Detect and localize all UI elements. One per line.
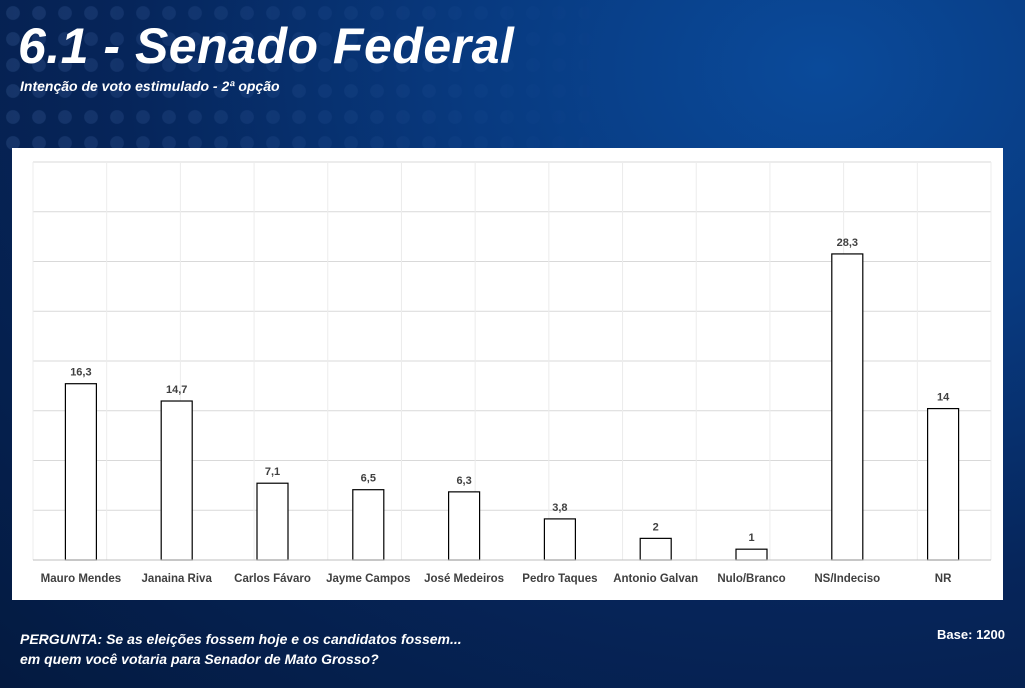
question-line-1: PERGUNTA: Se as eleições fossem hoje e o… bbox=[20, 631, 462, 647]
bar bbox=[543, 518, 577, 561]
bar bbox=[926, 407, 960, 561]
category-label: Nulo/Branco bbox=[717, 573, 785, 585]
category-label: Carlos Fávaro bbox=[234, 573, 311, 585]
bar bbox=[448, 491, 481, 561]
category-label: Janaina Riva bbox=[142, 573, 213, 585]
category-label: Jayme Campos bbox=[326, 573, 410, 585]
data-label: 3,8 bbox=[552, 502, 567, 514]
bar bbox=[352, 489, 385, 561]
data-label: 6,3 bbox=[456, 475, 471, 487]
bar bbox=[831, 253, 864, 561]
data-label: 2 bbox=[653, 521, 659, 533]
category-label: José Medeiros bbox=[424, 573, 504, 585]
data-label: 16,3 bbox=[70, 367, 91, 379]
data-label: 6,5 bbox=[361, 473, 376, 485]
base-label: Base: 1200 bbox=[937, 627, 1005, 642]
bar bbox=[160, 400, 193, 561]
category-label: Mauro Mendes bbox=[41, 573, 122, 585]
category-label: NR bbox=[935, 573, 952, 585]
question-line-2: em quem você votaria para Senador de Mat… bbox=[20, 651, 379, 667]
question-text: PERGUNTA: Se as eleições fossem hoje e o… bbox=[20, 629, 462, 669]
bar bbox=[639, 537, 672, 561]
category-label: NS/Indeciso bbox=[814, 573, 880, 585]
bar bbox=[64, 383, 98, 561]
data-label: 14,7 bbox=[166, 384, 187, 396]
data-label: 1 bbox=[748, 532, 754, 544]
page-title: 6.1 - Senado Federal bbox=[18, 18, 515, 74]
chart-panel: 16,3 Mauro Mendes 14,7 Janaina Riva 7,1 Carlo… bbox=[12, 148, 1003, 600]
data-label: 28,3 bbox=[837, 237, 858, 249]
data-label: 14 bbox=[937, 392, 950, 404]
background-dots bbox=[0, 0, 620, 150]
category-label: Antonio Galvan bbox=[613, 573, 698, 585]
data-label: 7,1 bbox=[265, 466, 280, 478]
category-label: Pedro Taques bbox=[522, 573, 597, 585]
page-subtitle: Intenção de voto estimulado - 2ª opção bbox=[20, 78, 280, 94]
bar bbox=[256, 482, 289, 561]
bar bbox=[735, 548, 768, 561]
